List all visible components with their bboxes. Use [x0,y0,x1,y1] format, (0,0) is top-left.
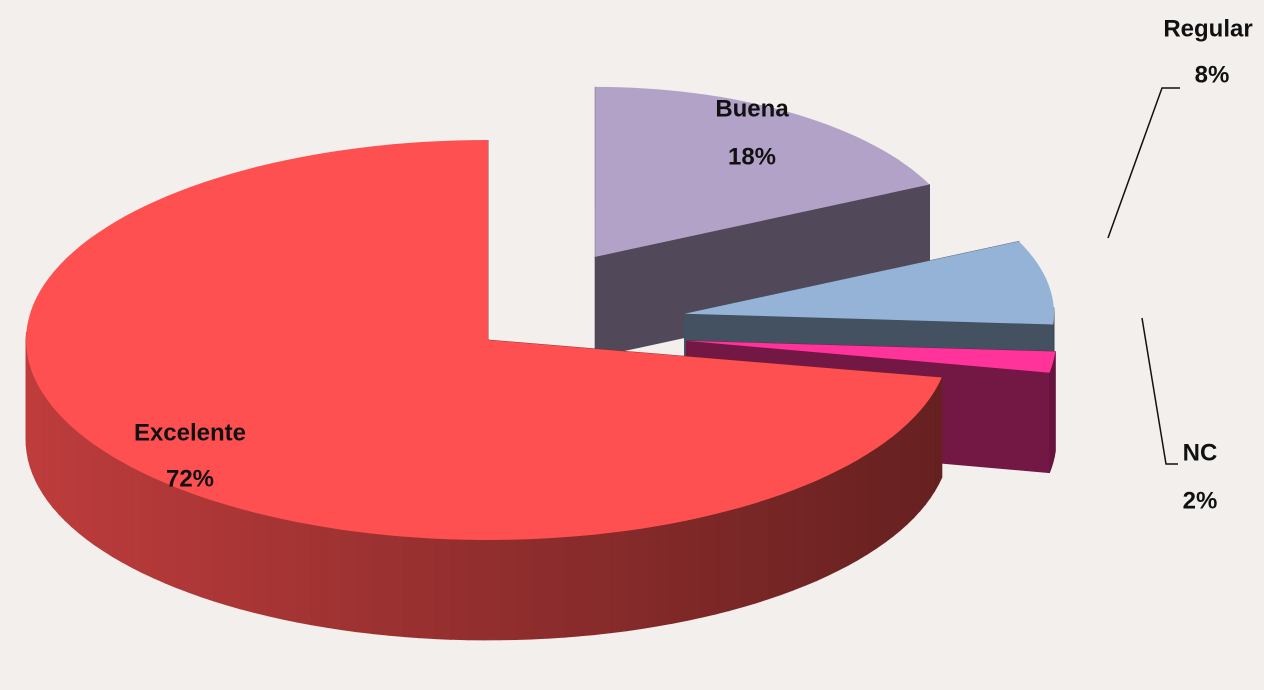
slice-side [419,537,436,640]
slice-side [42,392,49,502]
slice-side [450,538,468,641]
slice-side [253,511,269,617]
slice-side [86,438,95,546]
slice-side [187,491,202,598]
slice-side [515,538,533,641]
slice-side [164,482,177,589]
slice-side [200,496,215,602]
slice-side [71,425,80,534]
slice-side [579,534,596,637]
slice-side [131,466,143,574]
slice-side [325,526,342,631]
slice-side [767,494,782,600]
slice-side [38,385,44,496]
slice-side [640,525,657,630]
slice [686,340,1056,373]
slice-side [102,449,113,558]
slice-side [900,422,908,531]
category-label: Buena [715,95,789,122]
category-label: NC [1183,439,1218,466]
slice-side [340,529,358,633]
slice-side [827,469,839,577]
slice-side [929,389,936,500]
slice-side [913,409,921,519]
slice-side [32,373,36,481]
slice-side [848,458,859,566]
slice-side [741,502,756,608]
slice-side [804,480,817,587]
category-label: Excelente [134,419,246,446]
slice-side [714,510,729,615]
slice-side [892,429,901,538]
slice-side [792,484,806,591]
slice-side [52,406,59,515]
slice-side [483,539,501,641]
slice [595,86,930,257]
slice-side [94,444,104,552]
slice-side [35,380,40,488]
slice-side [356,531,373,635]
slice-side [925,396,931,506]
leader-line [1107,87,1180,239]
slice-side [547,536,564,639]
slice-side [938,377,943,485]
slice [26,140,942,540]
slice-side [152,477,166,584]
slice [684,241,1055,325]
slice-side [58,412,66,522]
value-label: 2% [1183,487,1218,514]
slice-side [64,419,72,528]
slice-side [213,500,228,606]
slice-side [267,515,283,620]
value-label: 72% [166,465,214,492]
leader-line [1141,317,1178,465]
slice-side [499,539,517,641]
slice-side [867,447,877,555]
slice-side [78,431,87,540]
slice-side [112,455,123,563]
slice-side [226,504,241,610]
slice-side [47,399,54,509]
slice-side [467,539,484,641]
value-label: 8% [1195,61,1230,88]
slice-side [754,498,769,604]
slice-side [594,532,612,636]
slice-side [625,528,642,632]
slice-side [121,461,133,569]
slice-side [876,441,886,549]
slice-side [563,535,580,638]
slice-side [239,508,255,613]
slice-side [727,506,743,612]
slice-side [296,521,312,626]
pie [25,86,1056,641]
slice-side [1049,367,1052,473]
slice-side [531,537,549,640]
slice-side [281,518,298,623]
slice-side [610,530,627,634]
slice-side [699,513,715,619]
slice-side [837,464,849,572]
slice-side [434,538,452,640]
labels: Buena 18% Regular 8% NC 2% Excelente 72% [134,15,1253,514]
category-label: Regular [1163,15,1252,42]
slice-side [371,533,389,636]
slice-side [816,474,828,582]
slice-side [857,453,869,561]
value-label: 18% [728,143,776,170]
slice-side [403,536,420,639]
slice-side [907,416,915,525]
slice-side [919,403,926,513]
slice-side [685,517,701,622]
slice-side [656,523,672,627]
slice-side [175,487,189,593]
slice-side [310,524,327,628]
slice-side [934,382,939,493]
slice-side [670,520,687,625]
slice-side [780,489,794,596]
slice-side [142,472,154,579]
slice-side [884,435,894,544]
slice-side [387,534,405,638]
